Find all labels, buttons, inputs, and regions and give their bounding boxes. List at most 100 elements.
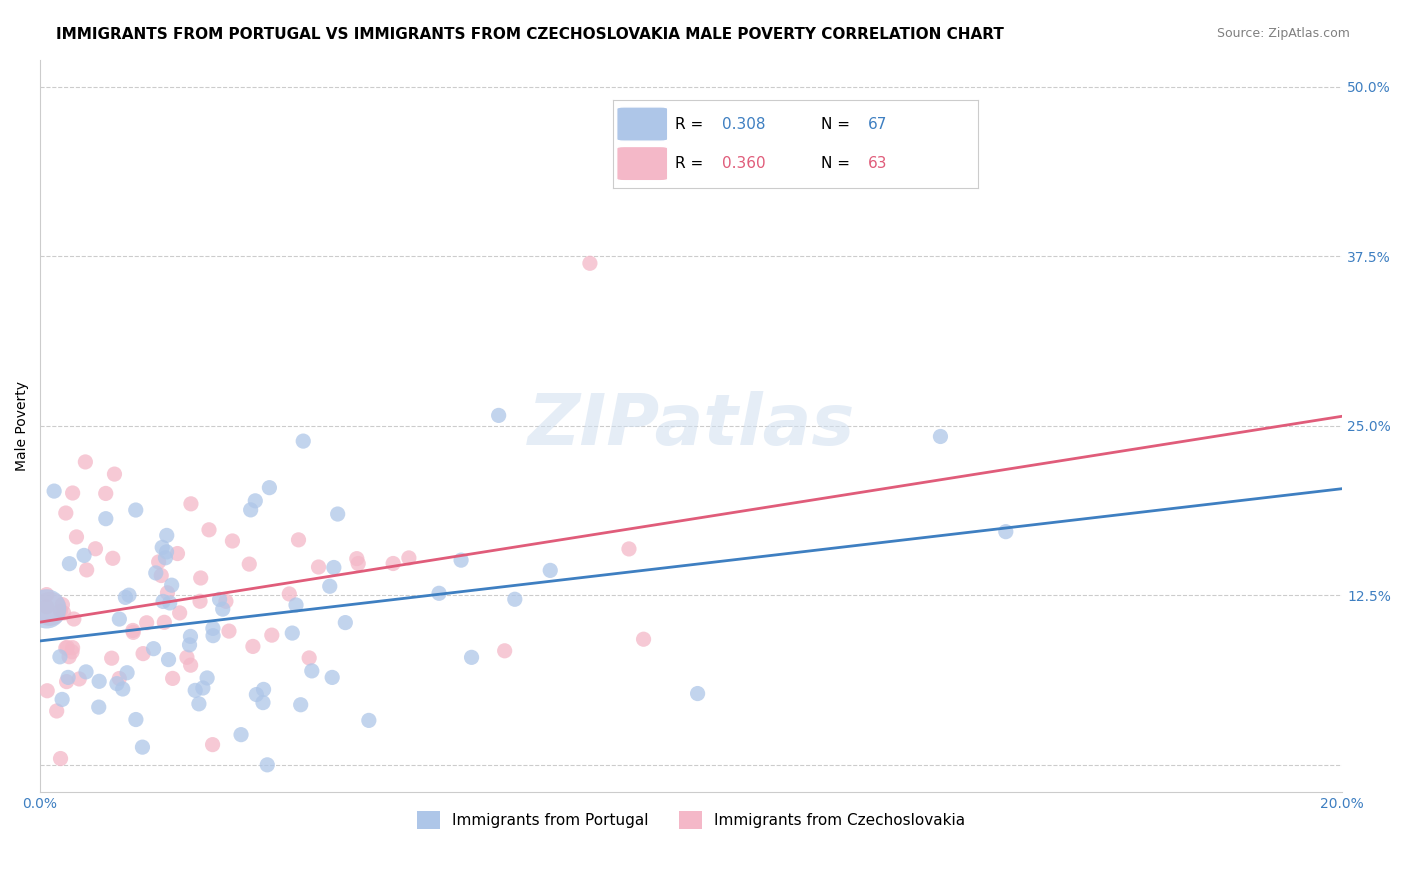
Point [108, 672, 131, 686]
Point [322, 560, 344, 574]
Point [148, 555, 170, 569]
Point [346, 551, 368, 566]
Point [221, 533, 243, 548]
Point [51, 598, 73, 612]
Point [62, 640, 84, 655]
Point [201, 738, 224, 752]
Point [49, 751, 72, 765]
Point [252, 696, 274, 710]
Point [73, 549, 96, 563]
Point [135, 615, 157, 630]
Point [118, 588, 141, 602]
Point [76, 563, 98, 577]
Point [153, 615, 176, 630]
Point [35, 588, 58, 602]
Point [538, 563, 561, 577]
Point [208, 592, 231, 607]
Text: IMMIGRANTS FROM PORTUGAL VS IMMIGRANTS FROM CZECHOSLOVAKIA MALE POVERTY CORRELAT: IMMIGRANTS FROM PORTUGAL VS IMMIGRANTS F… [56, 27, 1004, 42]
Point [122, 624, 145, 638]
Point [278, 587, 301, 601]
Point [427, 586, 450, 600]
Point [159, 596, 181, 610]
Point [242, 640, 264, 654]
Point [218, 624, 240, 639]
Point [287, 533, 309, 547]
Point [260, 628, 283, 642]
Point [75, 665, 97, 679]
Point [245, 688, 267, 702]
Point [180, 658, 202, 673]
Point [89, 674, 111, 689]
Point [60, 645, 83, 659]
Point [35, 602, 58, 616]
Point [211, 602, 233, 616]
Point [179, 629, 201, 643]
Point [929, 429, 952, 443]
Point [198, 523, 221, 537]
Point [155, 545, 177, 559]
Point [160, 578, 183, 592]
Point [494, 644, 516, 658]
Point [35, 599, 58, 614]
Point [58, 557, 80, 571]
Point [335, 615, 357, 630]
Point [37, 683, 59, 698]
Point [65, 530, 87, 544]
Point [56, 640, 79, 655]
Point [103, 467, 125, 482]
Point [114, 591, 136, 605]
Point [75, 455, 97, 469]
Point [56, 670, 79, 684]
Text: ZIPatlas: ZIPatlas [527, 392, 855, 460]
Point [292, 434, 315, 449]
Point [190, 571, 212, 585]
Point [357, 714, 380, 728]
Point [256, 757, 278, 772]
Point [38, 602, 60, 616]
Point [229, 728, 252, 742]
Point [142, 641, 165, 656]
Point [382, 557, 405, 571]
Point [45, 704, 67, 718]
Point [125, 503, 148, 517]
Point [62, 486, 84, 500]
Point [51, 692, 73, 706]
Point [191, 681, 214, 695]
Point [94, 511, 117, 525]
Point [44, 484, 66, 499]
Point [579, 256, 602, 270]
Point [180, 497, 202, 511]
Point [101, 551, 124, 566]
Point [290, 698, 312, 712]
Point [157, 652, 180, 666]
Point [169, 606, 191, 620]
Point [215, 594, 238, 608]
Point [84, 541, 107, 556]
Point [398, 550, 420, 565]
Point [994, 524, 1017, 539]
Point [633, 632, 655, 647]
Point [63, 612, 86, 626]
Point [617, 541, 640, 556]
Point [301, 664, 323, 678]
Point [115, 665, 138, 680]
Point [195, 671, 218, 685]
Point [298, 651, 321, 665]
Point [150, 568, 173, 582]
Point [152, 594, 174, 608]
Point [55, 640, 77, 655]
Point [245, 493, 267, 508]
Point [281, 626, 304, 640]
Point [166, 547, 188, 561]
Point [55, 674, 77, 689]
Point [326, 507, 349, 521]
Point [49, 649, 72, 664]
Point [94, 486, 117, 500]
Point [239, 503, 262, 517]
Point [202, 629, 225, 643]
Point [184, 683, 207, 698]
Point [111, 681, 134, 696]
Point [55, 506, 77, 520]
Point [162, 672, 184, 686]
Point [155, 550, 177, 565]
